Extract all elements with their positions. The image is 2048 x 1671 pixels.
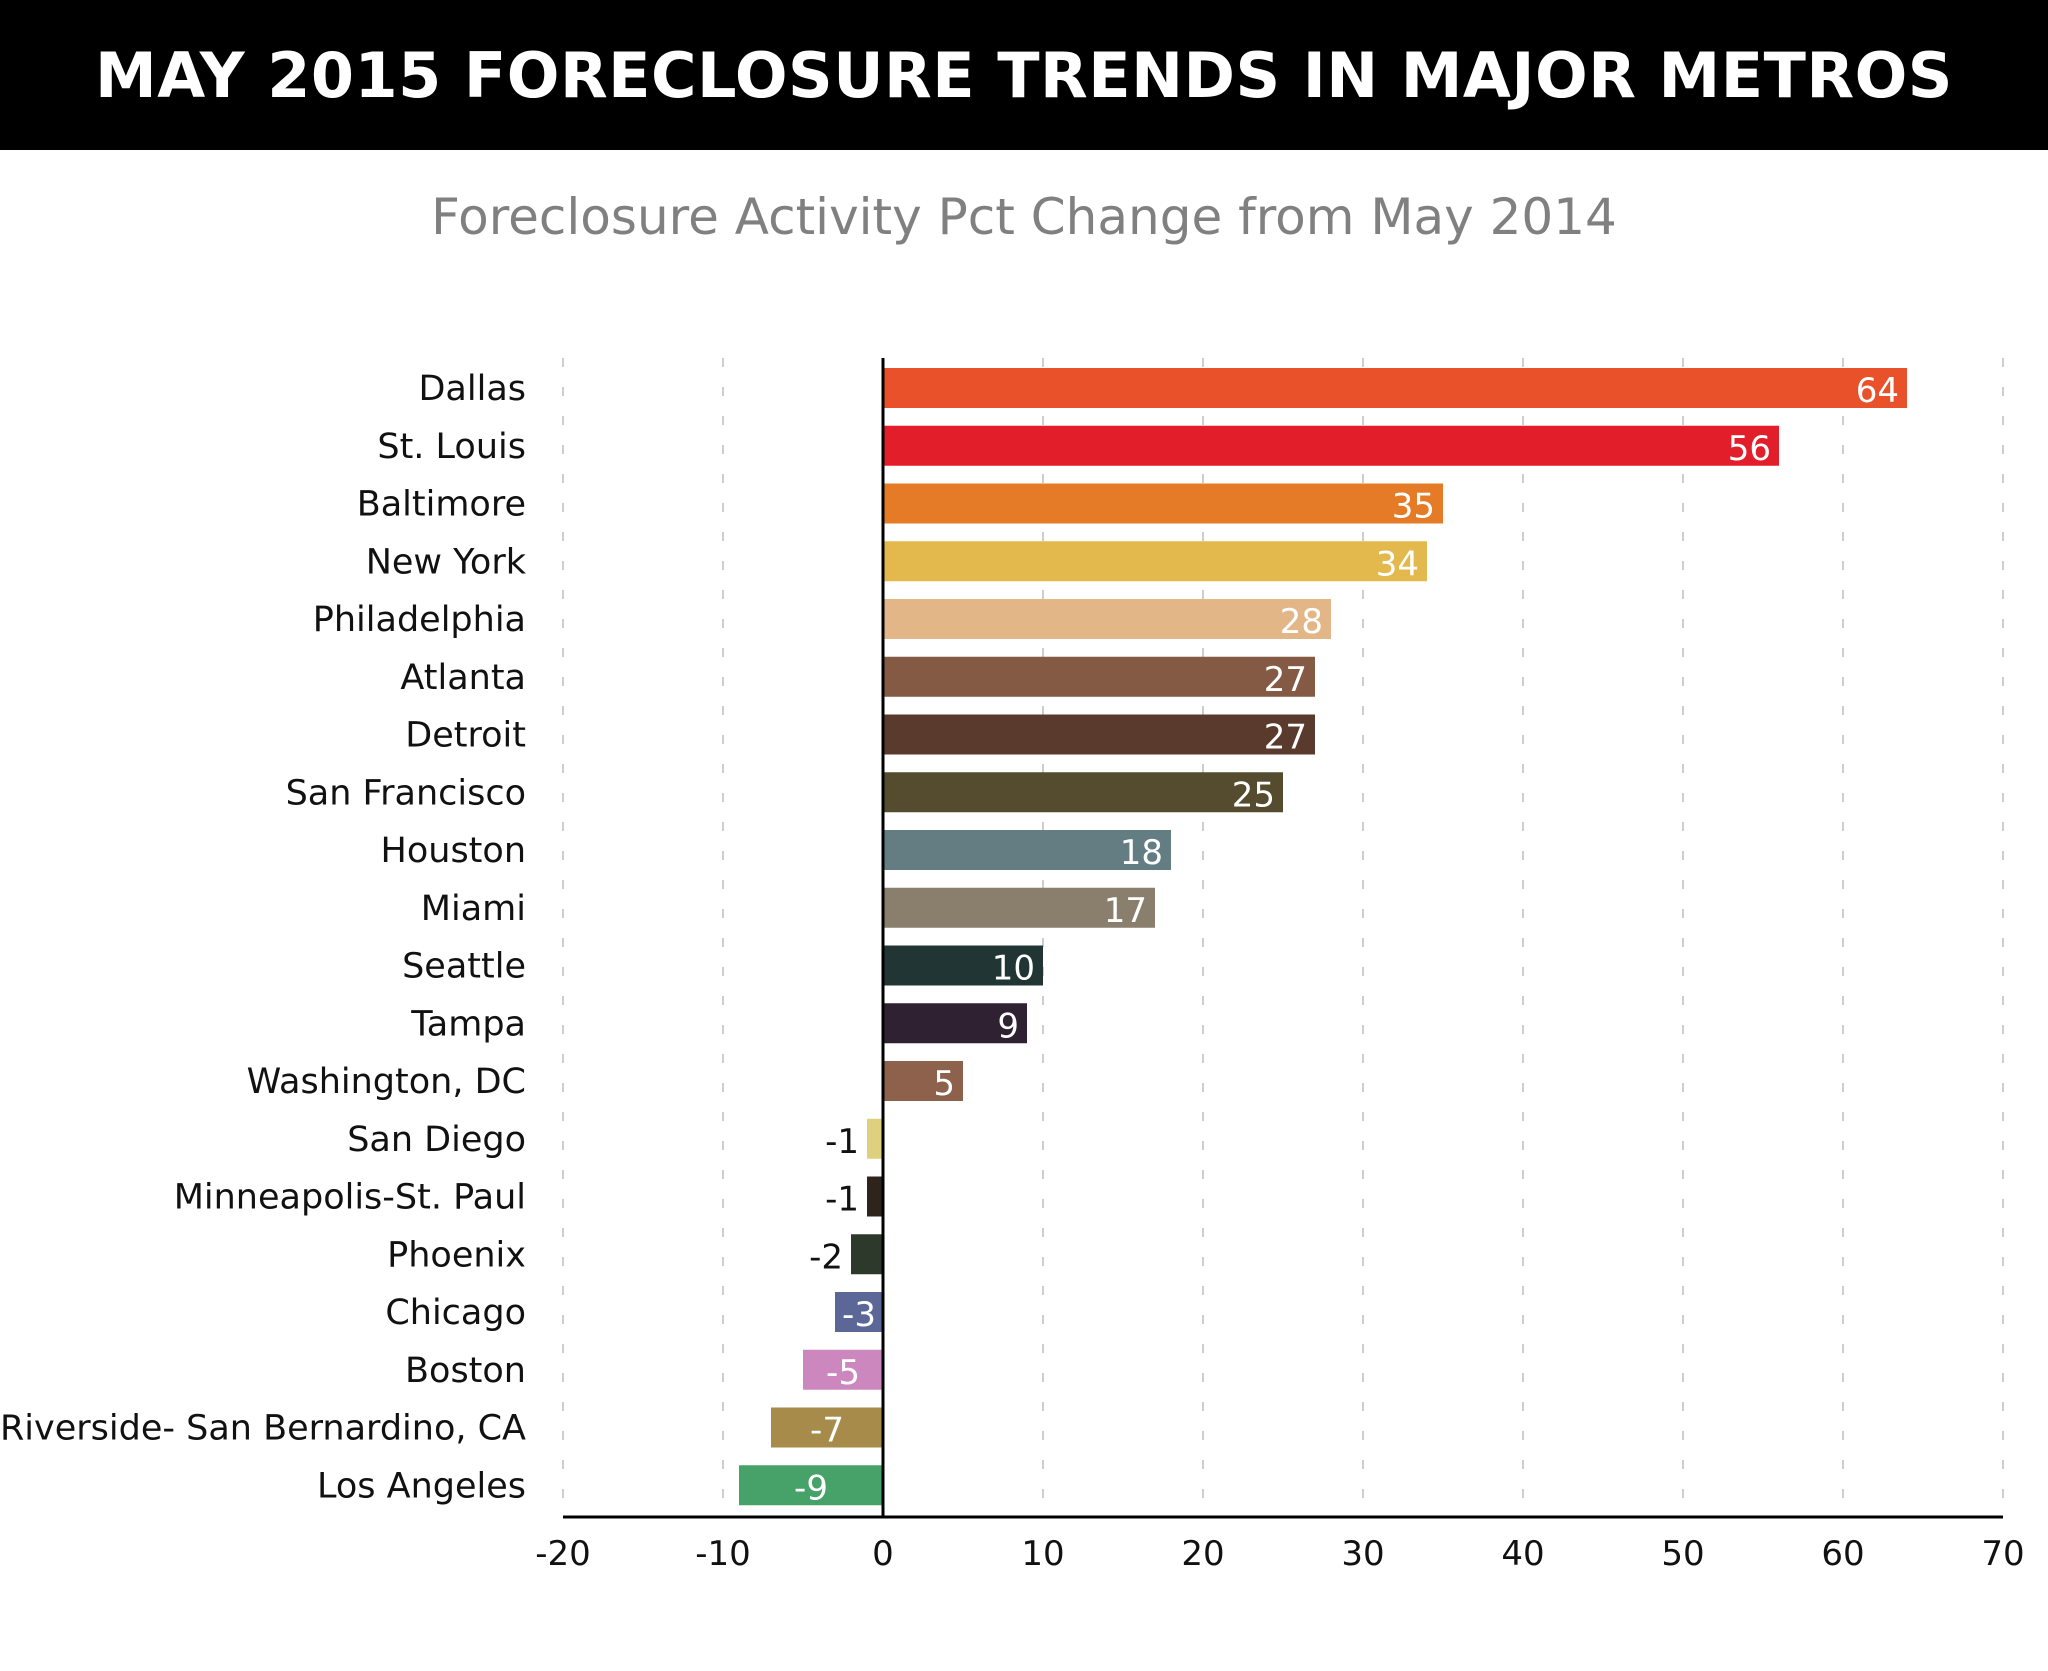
x-tick-label: 20 <box>1181 1534 1224 1574</box>
category-label: Tampa <box>410 1004 526 1044</box>
chart-subtitle: Foreclosure Activity Pct Change from May… <box>431 188 1617 246</box>
category-label: Baltimore <box>357 485 526 525</box>
bar <box>883 1003 1027 1044</box>
category-label: Minneapolis-St. Paul <box>174 1178 526 1218</box>
x-tick-label: 30 <box>1341 1534 1384 1574</box>
value-label: 10 <box>992 949 1035 989</box>
bar <box>883 887 1155 928</box>
category-label: Los Angeles <box>317 1466 526 1506</box>
category-label: Dallas <box>418 369 526 409</box>
category-label: New York <box>366 542 527 582</box>
grid-lines <box>562 358 2004 1517</box>
bar <box>803 1349 883 1390</box>
category-label: Riverside- San Bernardino, CA <box>0 1409 526 1449</box>
category-label: Chicago <box>385 1293 526 1333</box>
value-label: 34 <box>1376 544 1419 584</box>
bar <box>883 656 1315 697</box>
category-label: St. Louis <box>377 427 526 467</box>
category-label: Detroit <box>405 716 526 756</box>
x-tick-label: 70 <box>1981 1534 2024 1574</box>
category-label: Miami <box>421 889 526 929</box>
category-label: Seattle <box>402 947 526 987</box>
bars <box>739 368 1907 1506</box>
bar <box>883 772 1283 813</box>
value-label: 18 <box>1120 833 1163 873</box>
category-label: Phoenix <box>387 1235 526 1275</box>
value-label: 56 <box>1728 429 1771 469</box>
bar <box>771 1407 883 1448</box>
value-label: 64 <box>1856 371 1899 411</box>
bar <box>883 830 1171 870</box>
value-label: -1 <box>825 1122 859 1162</box>
title-bar: MAY 2015 FORECLOSURE TRENDS IN MAJOR MET… <box>0 0 2048 150</box>
bar <box>851 1234 883 1275</box>
value-label: -5 <box>826 1353 860 1393</box>
bar <box>883 541 1427 582</box>
category-label: Washington, DC <box>247 1062 526 1102</box>
bar <box>883 425 1779 466</box>
category-label: Atlanta <box>400 658 526 698</box>
bar <box>867 1118 883 1159</box>
value-label: -1 <box>825 1180 859 1220</box>
bar <box>883 368 1907 408</box>
bar <box>883 483 1443 524</box>
chart-title: MAY 2015 FORECLOSURE TRENDS IN MAJOR MET… <box>95 38 1953 112</box>
value-label: 25 <box>1232 775 1275 815</box>
bar <box>867 1176 883 1217</box>
x-tick-label: -10 <box>695 1534 751 1574</box>
x-tick-label: -20 <box>535 1534 591 1574</box>
x-tick-label: 10 <box>1021 1534 1064 1574</box>
bar <box>883 945 1043 986</box>
value-label: -9 <box>794 1468 828 1508</box>
bar <box>883 1061 963 1101</box>
bar <box>835 1292 883 1332</box>
value-label: 9 <box>997 1006 1019 1046</box>
category-label: San Francisco <box>286 773 526 813</box>
labels: Dallas 64 St. Louis 56 Baltimore 35 New York 34… <box>0 369 2025 1574</box>
bar <box>883 599 1331 639</box>
value-label: 35 <box>1392 487 1435 527</box>
value-label: -7 <box>810 1411 844 1451</box>
value-label: -3 <box>842 1295 876 1335</box>
category-label: Philadelphia <box>313 600 526 640</box>
value-label: 28 <box>1280 602 1323 642</box>
x-tick-label: 40 <box>1501 1534 1544 1574</box>
value-label: -2 <box>809 1237 843 1277</box>
value-label: 27 <box>1264 660 1307 700</box>
x-tick-label: 0 <box>872 1534 894 1574</box>
x-tick-label: 60 <box>1821 1534 1864 1574</box>
bar <box>739 1465 883 1506</box>
x-tick-label: 50 <box>1661 1534 1704 1574</box>
axes <box>563 358 2003 1519</box>
value-label: 17 <box>1104 891 1147 931</box>
category-label: Boston <box>405 1351 526 1391</box>
category-label: Houston <box>381 831 526 871</box>
value-label: 5 <box>933 1064 955 1104</box>
category-label: San Diego <box>347 1120 526 1160</box>
value-label: 27 <box>1264 718 1307 758</box>
bar <box>883 714 1315 755</box>
